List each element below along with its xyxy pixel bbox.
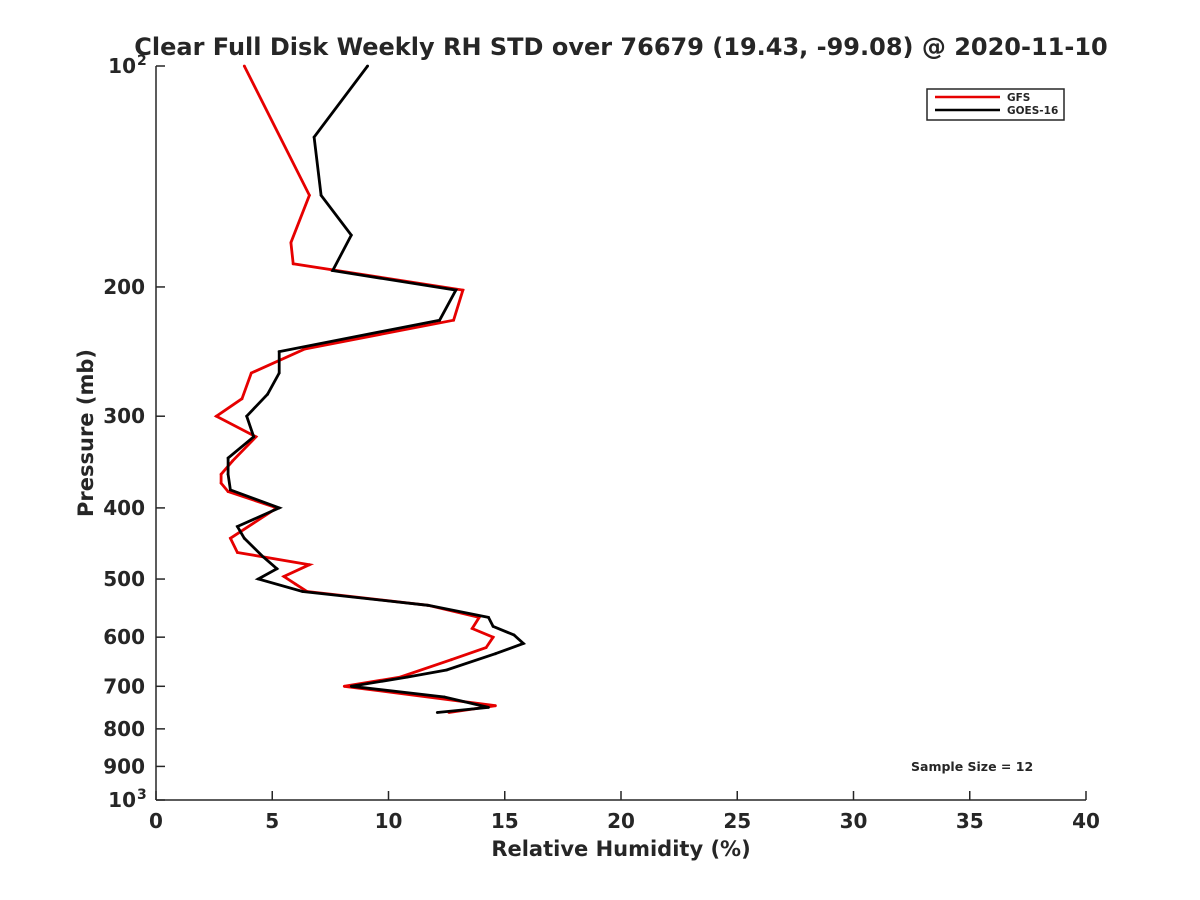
series-point-gfs bbox=[219, 472, 223, 476]
series-point-gfs bbox=[294, 582, 297, 586]
series-point-goes-16 bbox=[487, 616, 490, 619]
legend-label-goes-16: GOES-16 bbox=[1007, 105, 1058, 117]
series-point-gfs bbox=[242, 64, 246, 68]
x-tick-label: 5 bbox=[265, 809, 279, 833]
y-tick-label: 500 bbox=[103, 567, 145, 591]
y-tick-exponent: 2 bbox=[137, 53, 147, 69]
x-tick-label: 25 bbox=[723, 809, 751, 833]
series-point-goes-16 bbox=[277, 350, 281, 353]
sample-size-annotation: Sample Size = 12 bbox=[911, 759, 1033, 774]
series-point-goes-16 bbox=[242, 536, 246, 540]
y-tick-label: 700 bbox=[103, 674, 145, 698]
series-point-goes-16 bbox=[426, 603, 430, 607]
series-point-goes-16 bbox=[275, 567, 279, 571]
legend-box bbox=[926, 88, 1065, 121]
x-tick-label: 20 bbox=[607, 809, 635, 833]
series-point-gfs bbox=[461, 288, 465, 292]
series-point-gfs bbox=[231, 459, 235, 463]
series-point-gfs bbox=[308, 193, 311, 197]
legend: GFS GOES-16 bbox=[926, 88, 1065, 121]
series-point-goes-16 bbox=[445, 668, 448, 672]
series-point-gfs bbox=[215, 414, 218, 418]
series-point-goes-16 bbox=[349, 684, 353, 688]
y-tick-label: 300 bbox=[103, 404, 145, 428]
series-line-goes-16 bbox=[226, 65, 527, 714]
series-point-goes-16 bbox=[435, 711, 439, 714]
series-point-gfs bbox=[291, 262, 295, 266]
x-tick-label: 0 bbox=[149, 809, 163, 833]
y-tick-label: 200 bbox=[103, 275, 145, 299]
series-point-goes-16 bbox=[226, 472, 230, 476]
y-tick-label: 900 bbox=[103, 754, 145, 778]
y-axis-label: Pressure (mb) bbox=[74, 349, 98, 517]
series-point-goes-16 bbox=[487, 706, 490, 709]
series-point-gfs bbox=[484, 646, 488, 649]
x-tick-label: 35 bbox=[956, 809, 984, 833]
series-point-gfs bbox=[494, 704, 497, 708]
series-point-goes-16 bbox=[512, 633, 516, 637]
series-point-goes-16 bbox=[405, 675, 409, 679]
series-point-goes-16 bbox=[226, 456, 230, 460]
series-point-gfs bbox=[491, 635, 495, 639]
series-point-goes-16 bbox=[245, 414, 249, 418]
series-point-gfs bbox=[303, 347, 307, 351]
series-point-gfs bbox=[249, 371, 253, 375]
series-point-gfs bbox=[289, 241, 293, 245]
x-tick-label: 40 bbox=[1072, 809, 1100, 833]
series-point-gfs bbox=[452, 318, 455, 322]
series-point-gfs bbox=[470, 627, 474, 630]
series-point-gfs bbox=[219, 481, 223, 485]
series-point-goes-16 bbox=[442, 695, 446, 699]
legend-label-gfs: GFS bbox=[1007, 92, 1030, 104]
series-point-goes-16 bbox=[319, 193, 323, 197]
series-point-goes-16 bbox=[261, 555, 265, 558]
series-point-gfs bbox=[254, 435, 258, 439]
series-point-goes-16 bbox=[256, 577, 260, 581]
series-point-gfs bbox=[308, 563, 311, 567]
x-axis-ticks: 0 5 10 15 20 25 30 35 40 bbox=[149, 791, 1100, 833]
series-point-gfs bbox=[342, 684, 346, 688]
y-tick-label: 10 bbox=[108, 54, 136, 78]
y-tick-label: 800 bbox=[103, 717, 145, 741]
x-axis-label: Relative Humidity (%) bbox=[491, 837, 750, 861]
series-point-goes-16 bbox=[301, 590, 304, 593]
series-line-gfs bbox=[213, 65, 496, 714]
series-point-gfs bbox=[226, 490, 230, 493]
series-point-gfs bbox=[229, 536, 232, 540]
series-point-gfs bbox=[449, 658, 453, 662]
series-point-goes-16 bbox=[522, 642, 525, 645]
series-point-goes-16 bbox=[366, 64, 369, 68]
series-point-goes-16 bbox=[277, 506, 281, 510]
x-tick-label: 30 bbox=[840, 809, 868, 833]
series-point-gfs bbox=[282, 575, 286, 578]
series-point-goes-16 bbox=[266, 392, 269, 396]
x-tick-label: 15 bbox=[491, 809, 519, 833]
series-point-goes-16 bbox=[349, 233, 353, 237]
y-tick-label: 600 bbox=[103, 625, 145, 649]
series-point-goes-16 bbox=[491, 625, 495, 628]
y-tick-label: 10 bbox=[108, 788, 136, 812]
series-point-gfs bbox=[240, 397, 244, 401]
series-point-goes-16 bbox=[277, 371, 281, 375]
series-point-goes-16 bbox=[229, 488, 232, 492]
chart-title: Clear Full Disk Weekly RH STD over 76679… bbox=[134, 33, 1107, 61]
series-layer bbox=[213, 64, 527, 714]
y-tick-exponent: 3 bbox=[137, 787, 147, 803]
series-point-goes-16 bbox=[438, 318, 441, 322]
plot-area: 0 5 10 15 20 25 30 35 40 10 220030040050060070080… bbox=[103, 53, 1100, 833]
series-point-goes-16 bbox=[331, 269, 335, 272]
series-point-goes-16 bbox=[236, 525, 239, 528]
series-point-gfs bbox=[236, 551, 239, 554]
series-point-goes-16 bbox=[454, 288, 458, 292]
y-tick-label: 400 bbox=[103, 496, 145, 520]
series-point-goes-16 bbox=[312, 135, 316, 139]
x-tick-label: 10 bbox=[375, 809, 403, 833]
series-point-goes-16 bbox=[252, 435, 256, 439]
series-point-goes-16 bbox=[494, 652, 497, 656]
